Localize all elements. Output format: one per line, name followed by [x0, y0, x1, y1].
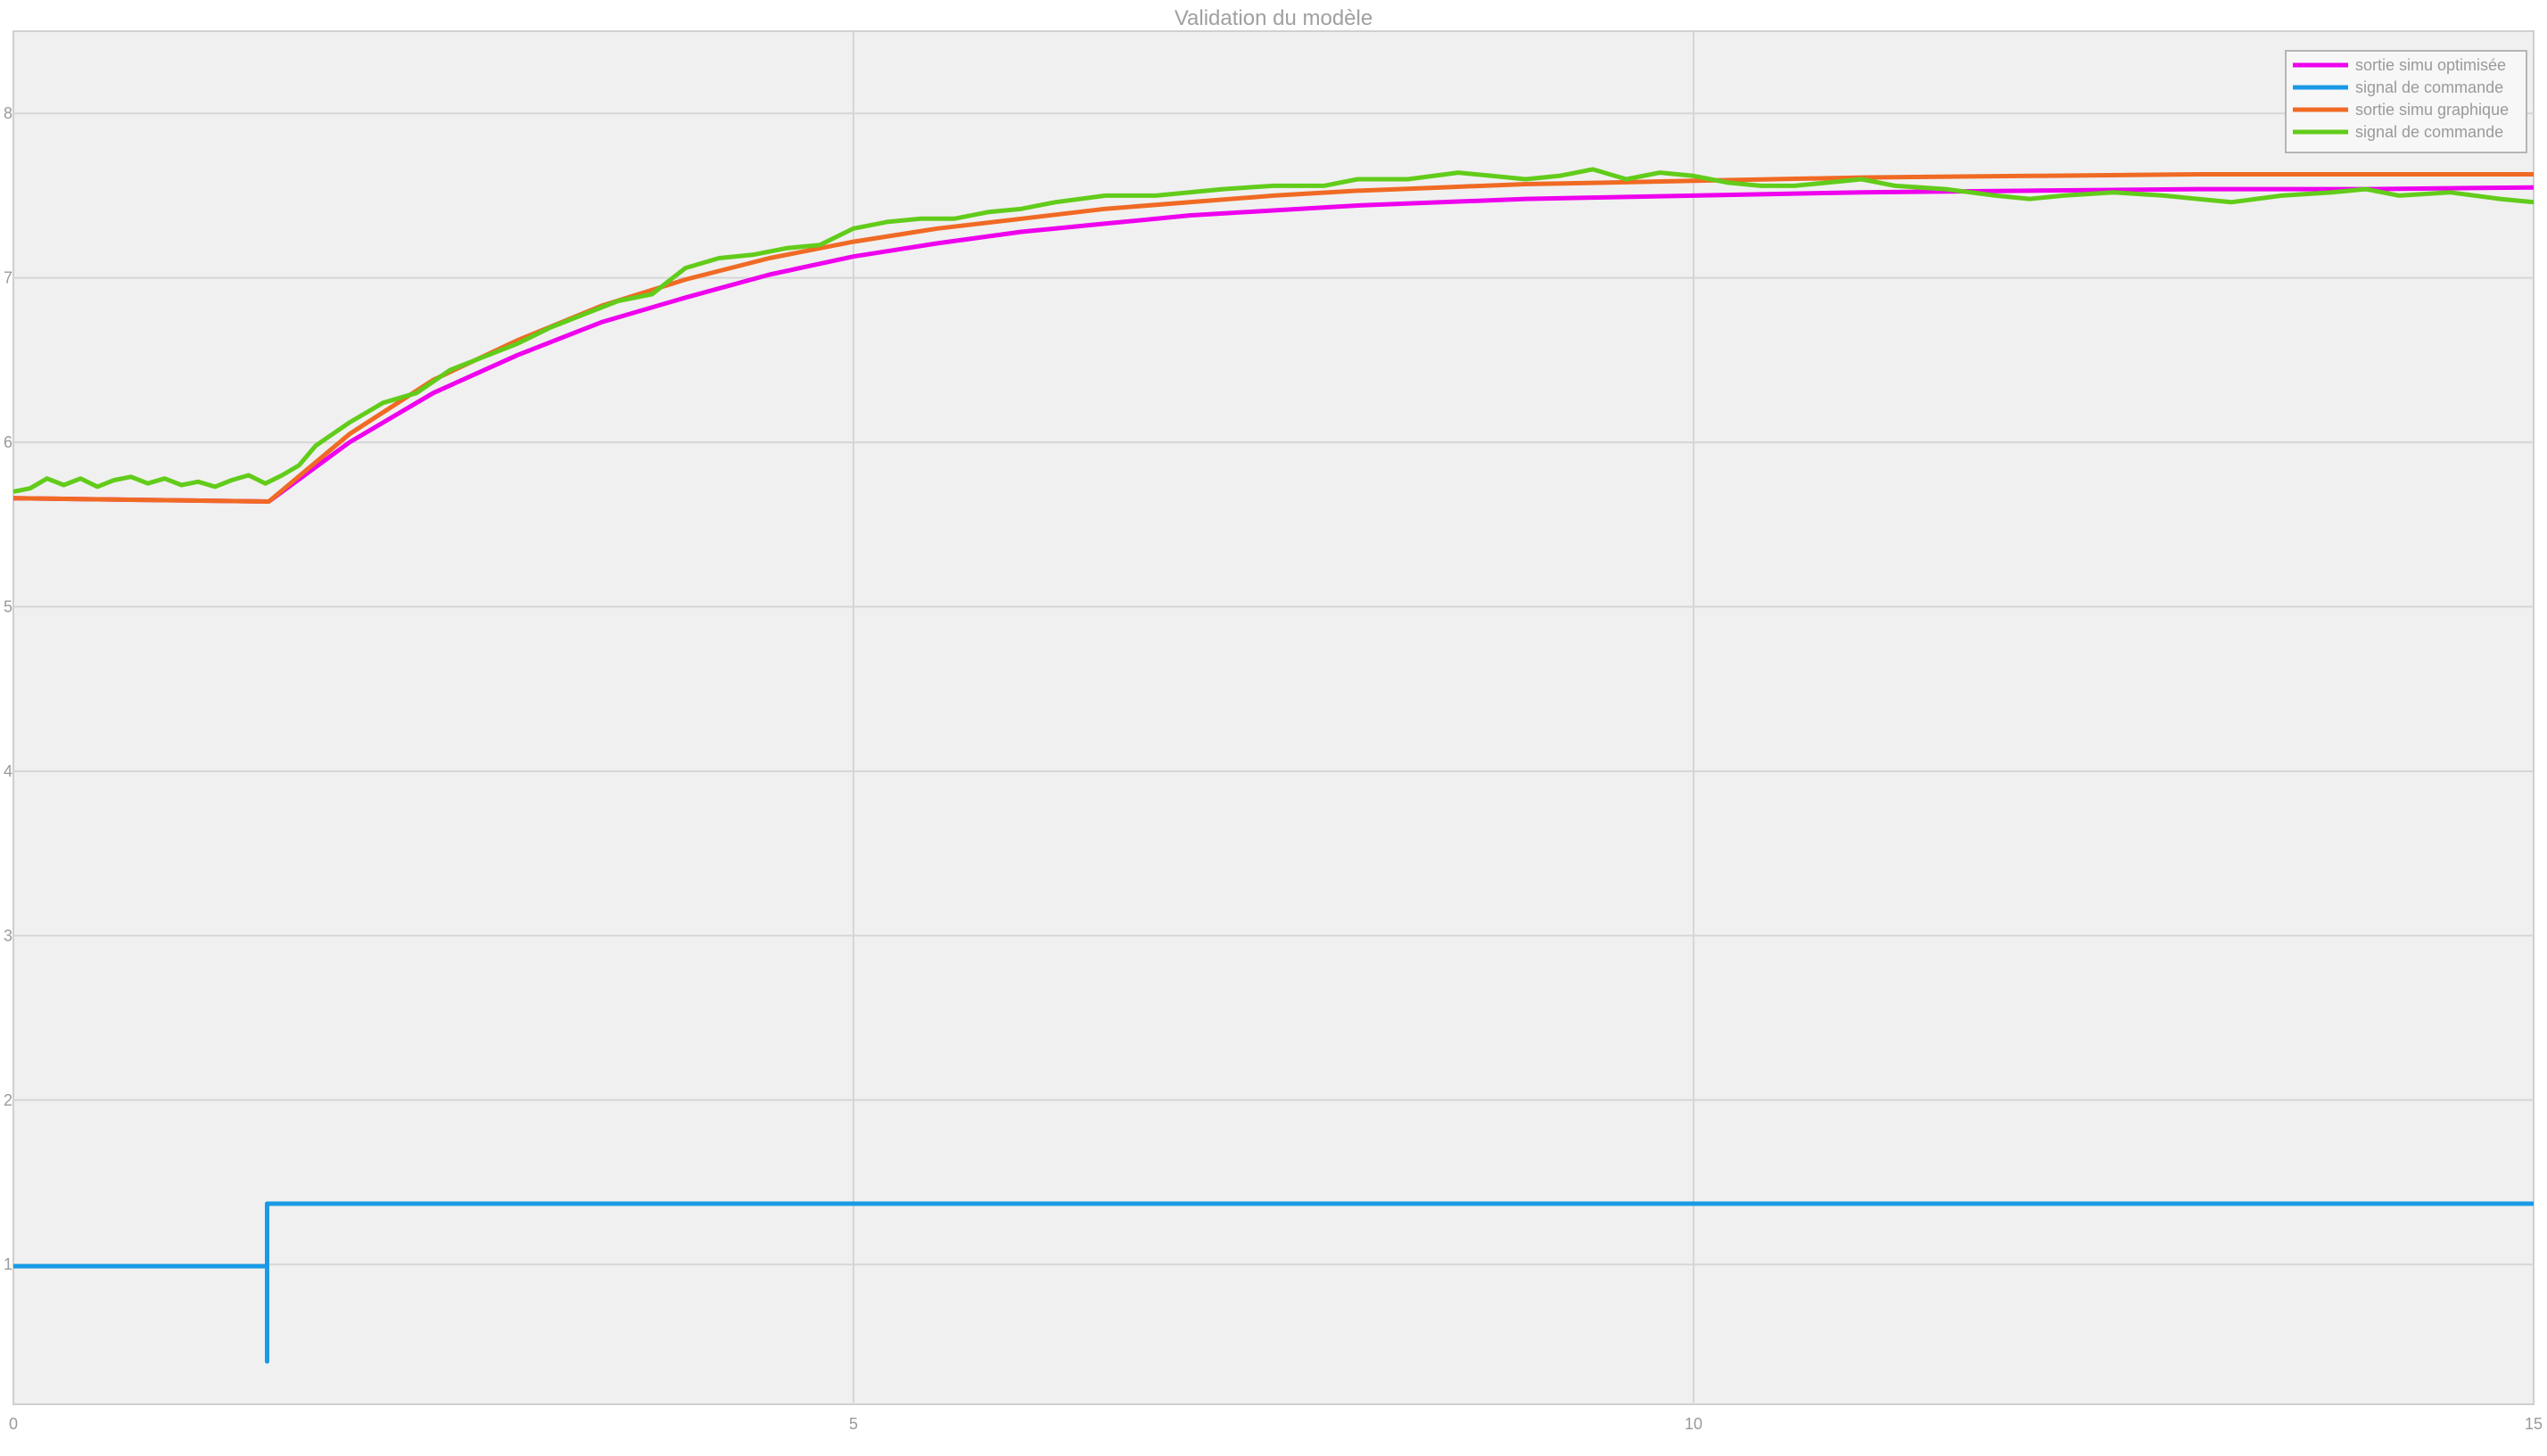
- x-tick-label-0: 0: [9, 1415, 18, 1433]
- y-tick-label-0: 1: [4, 1255, 12, 1273]
- y-tick-label-6: 7: [4, 269, 12, 287]
- x-tick-label-1: 5: [849, 1415, 858, 1433]
- y-tick-label-3: 4: [4, 762, 12, 780]
- y-tick-label-1: 2: [4, 1091, 12, 1109]
- tick-labels: 0 5 10 15 1 2 3 4 5 6 7 8: [4, 104, 2543, 1433]
- legend: sortie simu optimisée signal de commande s…: [2285, 50, 2527, 153]
- series-line-3: [12, 167, 2535, 494]
- series-line-0: [12, 185, 2535, 504]
- y-tick-label-5: 6: [4, 433, 12, 451]
- legend-box: [2285, 50, 2527, 153]
- legend-entry-2: sortie simu graphique: [2355, 101, 2509, 119]
- legend-entry-3: signal de commande: [2355, 123, 2503, 141]
- chart-title: Validation du modèle: [1175, 6, 1372, 30]
- series-line-1: [13, 1201, 2534, 1364]
- series-lines: [12, 167, 2535, 1364]
- x-tick-label-3: 15: [2525, 1415, 2543, 1433]
- y-tick-label-4: 5: [4, 598, 12, 616]
- x-tick-label-2: 10: [1685, 1415, 1702, 1433]
- grid-lines: [13, 31, 2534, 1404]
- legend-entry-1: signal de commande: [2355, 78, 2503, 96]
- plot-background: [12, 30, 2535, 1405]
- y-tick-label-2: 3: [4, 926, 12, 944]
- legend-entry-0: sortie simu optimisée: [2355, 56, 2506, 74]
- y-tick-label-7: 8: [4, 104, 12, 122]
